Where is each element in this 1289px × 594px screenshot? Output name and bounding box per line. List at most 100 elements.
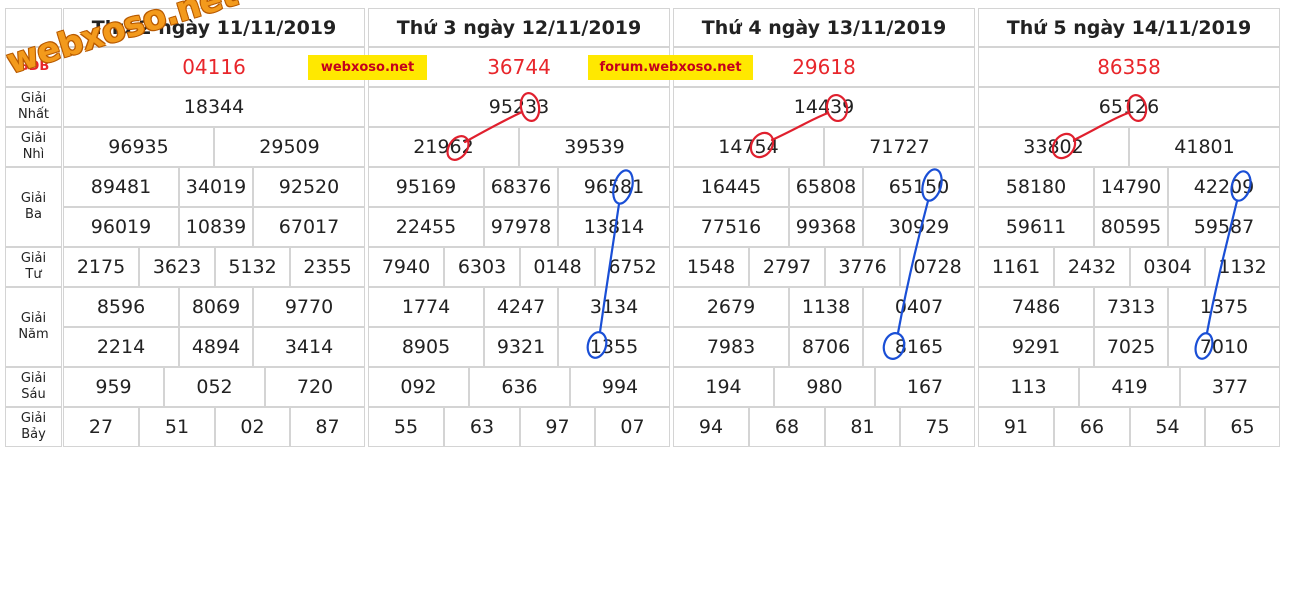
prize-row-g3b: 77516 99368 30929	[673, 207, 975, 247]
prize-number: 6303	[444, 247, 520, 287]
prize-row-g5b: 2214 4894 3414	[63, 327, 365, 367]
prize-number: 81	[825, 407, 900, 447]
blue-circle-marker	[1230, 170, 1252, 202]
prize-number: 1161	[978, 247, 1054, 287]
prize-row-g5b: 8905 9321 1355	[368, 327, 670, 367]
prize-number: 63	[444, 407, 520, 447]
prize-number: 14754	[673, 127, 824, 167]
blue-circle-marker	[882, 332, 906, 360]
red-circle-marker	[825, 93, 849, 123]
prize-number: 97	[520, 407, 595, 447]
prize-number: 22455	[368, 207, 484, 247]
prize-number: 59587	[1168, 207, 1280, 247]
prize-row-g6: 113 419 377	[978, 367, 1280, 407]
prize-number: 0407	[863, 287, 975, 327]
prize-row-g3a: 89481 34019 92520	[63, 167, 365, 207]
prize-number: 21962	[368, 127, 519, 167]
prize-row-g4: 1548 2797 3776 0728	[673, 247, 975, 287]
prize-number: 419	[1079, 367, 1180, 407]
prize-row-g4: 2175 3623 5132 2355	[63, 247, 365, 287]
prize-number: 8596	[63, 287, 179, 327]
watermark-webxoso: webxoso.net	[308, 55, 427, 80]
prize-number: 65150	[863, 167, 975, 207]
prize-number: 0304	[1130, 247, 1205, 287]
prize-number: 14439	[673, 87, 975, 127]
label-first-prize: Giải Nhất	[5, 87, 62, 127]
prize-row-g5b: 7983 8706 8165	[673, 327, 975, 367]
red-circle-marker	[749, 131, 775, 159]
label-seventh-prize: Giải Bảy	[5, 407, 62, 447]
blue-circle-marker	[586, 331, 608, 359]
prize-number: 80595	[1094, 207, 1168, 247]
prize-number: 96019	[63, 207, 179, 247]
prize-number: 59611	[978, 207, 1094, 247]
prize-number: 14790	[1094, 167, 1168, 207]
prize-number: 99368	[789, 207, 863, 247]
prize-row-g2: 96935 29509	[63, 127, 365, 167]
prize-number: 95233	[368, 87, 670, 127]
prize-number: 7025	[1094, 327, 1168, 367]
prize-number: 55	[368, 407, 444, 447]
prize-number: 39539	[519, 127, 670, 167]
prize-number: 377	[1180, 367, 1280, 407]
prize-number: 3776	[825, 247, 900, 287]
prize-number: 6752	[595, 247, 670, 287]
prize-number: 167	[875, 367, 975, 407]
prize-row-g6: 092 636 994	[368, 367, 670, 407]
prize-number: 9770	[253, 287, 365, 327]
day-header: Thứ 5 ngày 14/11/2019	[978, 8, 1280, 47]
prize-number: 1774	[368, 287, 484, 327]
prize-row-g7: 55 63 97 07	[368, 407, 670, 447]
day-header: Thứ 4 ngày 13/11/2019	[673, 8, 975, 47]
prize-number: 092	[368, 367, 469, 407]
blue-circle-marker	[921, 168, 943, 202]
prize-row-g3b: 96019 10839 67017	[63, 207, 365, 247]
special-prize-number: 29618	[673, 47, 975, 87]
prize-number: 720	[265, 367, 365, 407]
prize-number: 9321	[484, 327, 558, 367]
prize-row-g3b: 22455 97978 13814	[368, 207, 670, 247]
prize-number: 87	[290, 407, 365, 447]
prize-number: 8069	[179, 287, 253, 327]
prize-number: 994	[570, 367, 670, 407]
prize-row-g5a: 8596 8069 9770	[63, 287, 365, 327]
prize-row-g5a: 1774 4247 3134	[368, 287, 670, 327]
prize-number: 66	[1054, 407, 1130, 447]
prize-number: 2679	[673, 287, 789, 327]
prize-row-g7: 27 51 02 87	[63, 407, 365, 447]
label-fourth-prize: Giải Tư	[5, 247, 62, 287]
label-fifth-prize: Giải Năm	[5, 287, 62, 367]
prize-number: 2214	[63, 327, 179, 367]
day-result-table: Thứ 4 ngày 13/11/2019 29618 14439 14754 7172…	[673, 8, 975, 448]
prize-row-g2: 21962 39539	[368, 127, 670, 167]
watermark-forum-webxoso: forum.webxoso.net	[588, 55, 753, 80]
prize-number: 97978	[484, 207, 558, 247]
prize-number: 75	[900, 407, 975, 447]
label-corner	[5, 8, 62, 47]
prize-number: 77516	[673, 207, 789, 247]
prize-row-g6: 959 052 720	[63, 367, 365, 407]
prize-number: 3414	[253, 327, 365, 367]
prize-row-g2: 14754 71727	[673, 127, 975, 167]
prize-number: 18344	[63, 87, 365, 127]
prize-number: 95169	[368, 167, 484, 207]
prize-number: 113	[978, 367, 1079, 407]
label-third-prize: Giải Ba	[5, 167, 62, 247]
prize-number: 636	[469, 367, 570, 407]
prize-number: 7486	[978, 287, 1094, 327]
prize-number: 68	[749, 407, 825, 447]
prize-number: 27	[63, 407, 139, 447]
prize-number: 1138	[789, 287, 863, 327]
special-prize-number: 04116	[63, 47, 365, 87]
prize-number: 91	[978, 407, 1054, 447]
prize-row-g3a: 16445 65808 65150	[673, 167, 975, 207]
red-circle-marker	[519, 92, 541, 122]
label-sixth-prize: Giải Sáu	[5, 367, 62, 407]
prize-number: 54	[1130, 407, 1205, 447]
special-prize-number: 86358	[978, 47, 1280, 87]
prize-number: 1132	[1205, 247, 1280, 287]
prize-number: 0148	[520, 247, 595, 287]
prize-number: 92520	[253, 167, 365, 207]
day-header: Thứ 2 ngày 11/11/2019	[63, 8, 365, 47]
day-result-table: Thứ 2 ngày 11/11/2019 04116 18344 96935 2950…	[63, 8, 365, 448]
